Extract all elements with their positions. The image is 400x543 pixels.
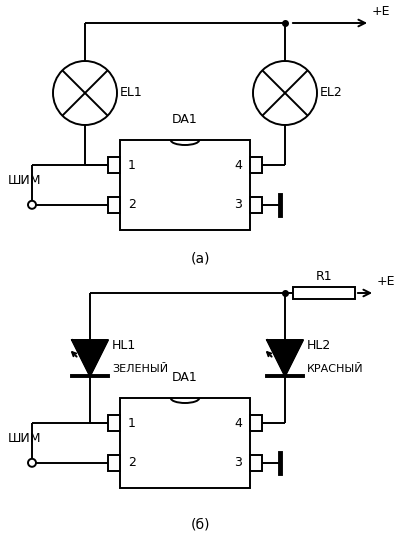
Text: 3: 3 bbox=[234, 456, 242, 469]
Text: HL1: HL1 bbox=[112, 339, 136, 352]
Text: +E: +E bbox=[377, 275, 396, 288]
Text: 2: 2 bbox=[128, 198, 136, 211]
Bar bbox=[250, 157, 262, 173]
Bar bbox=[250, 415, 262, 431]
Text: DA1: DA1 bbox=[172, 371, 198, 384]
Text: (б): (б) bbox=[190, 517, 210, 531]
Bar bbox=[250, 197, 262, 213]
Bar bbox=[250, 455, 262, 471]
Text: 4: 4 bbox=[234, 416, 242, 430]
Text: КРАСНЫЙ: КРАСНЫЙ bbox=[307, 364, 364, 374]
Circle shape bbox=[28, 459, 36, 467]
Text: HL2: HL2 bbox=[307, 339, 331, 352]
Bar bbox=[108, 455, 120, 471]
Bar bbox=[108, 157, 120, 173]
Text: 1: 1 bbox=[128, 159, 136, 172]
Text: 3: 3 bbox=[234, 198, 242, 211]
Circle shape bbox=[253, 61, 317, 125]
Circle shape bbox=[53, 61, 117, 125]
Text: R1: R1 bbox=[316, 270, 332, 283]
Text: +E: +E bbox=[372, 5, 390, 18]
Bar bbox=[108, 197, 120, 213]
Circle shape bbox=[28, 201, 36, 209]
Text: ШИМ: ШИМ bbox=[8, 174, 42, 187]
Bar bbox=[293, 287, 355, 299]
Text: (а): (а) bbox=[190, 251, 210, 265]
Text: EL1: EL1 bbox=[120, 86, 143, 99]
Polygon shape bbox=[267, 340, 303, 376]
Text: EL2: EL2 bbox=[320, 86, 343, 99]
Polygon shape bbox=[72, 340, 108, 376]
Bar bbox=[108, 415, 120, 431]
Text: ЗЕЛЕНЫЙ: ЗЕЛЕНЫЙ bbox=[112, 364, 168, 374]
Text: 2: 2 bbox=[128, 456, 136, 469]
Text: 1: 1 bbox=[128, 416, 136, 430]
Bar bbox=[120, 398, 250, 488]
Text: 4: 4 bbox=[234, 159, 242, 172]
Text: DA1: DA1 bbox=[172, 113, 198, 126]
Bar bbox=[120, 140, 250, 230]
Text: ШИМ: ШИМ bbox=[8, 433, 42, 445]
